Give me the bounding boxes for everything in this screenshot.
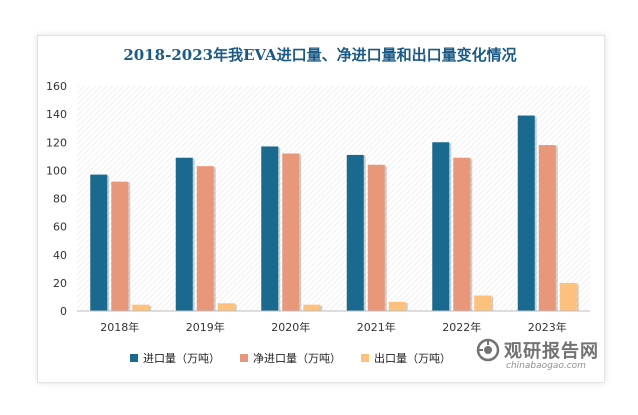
bar-s0-c5[interactable] <box>517 115 535 311</box>
legend-label-export: 出口量（万吨） <box>374 352 451 365</box>
bar-s2-c3[interactable] <box>388 301 406 311</box>
x-tick-label-1: 2019年 <box>186 320 225 334</box>
x-tick-label-0: 2018年 <box>100 320 139 334</box>
bar-s2-c0[interactable] <box>132 304 150 311</box>
y-tick-label-6: 120 <box>46 136 67 149</box>
bar-s0-c1[interactable] <box>175 157 193 311</box>
chart-title: 2018-2023年我EVA进口量、净进口量和出口量变化情况 <box>123 46 517 64</box>
y-tick-label-1: 20 <box>53 277 67 290</box>
y-tick-label-0: 0 <box>60 305 67 318</box>
legend-label-net-import: 净进口量（万吨） <box>253 352 341 365</box>
y-tick-label-8: 160 <box>46 80 67 93</box>
x-tick-label-2: 2020年 <box>271 320 310 334</box>
bar-s0-c4[interactable] <box>432 142 450 311</box>
bar-s1-c0[interactable] <box>111 181 129 311</box>
bar-s1-c5[interactable] <box>538 145 556 311</box>
bar-s2-c4[interactable] <box>474 295 492 311</box>
bar-s0-c3[interactable] <box>346 154 364 311</box>
x-tick-label-4: 2022年 <box>442 320 481 334</box>
legend-swatch-import <box>130 354 138 362</box>
y-tick-label-3: 60 <box>53 221 67 234</box>
y-tick-label-7: 140 <box>46 108 67 121</box>
plot-area <box>77 86 590 311</box>
legend-swatch-net-import <box>240 354 248 362</box>
y-axis: 0 20 40 60 80 100 120 140 160 <box>46 80 67 318</box>
bar-s1-c1[interactable] <box>196 166 214 311</box>
bar-s0-c0[interactable] <box>90 174 108 311</box>
y-tick-label-4: 80 <box>53 193 67 206</box>
watermark-main-text: 观研报告网 <box>504 341 599 362</box>
bar-s2-c2[interactable] <box>303 304 321 311</box>
x-tick-label-3: 2021年 <box>357 320 396 334</box>
x-axis: 2018年 2019年 2020年 2021年 2022年 2023年 <box>100 320 567 334</box>
bar-series <box>90 115 579 312</box>
x-tick-label-5: 2023年 <box>528 320 567 334</box>
legend: 进口量（万吨） 净进口量（万吨） 出口量（万吨） <box>130 350 570 366</box>
legend-item-import[interactable]: 进口量（万吨） <box>130 350 220 366</box>
bar-s2-c5[interactable] <box>559 282 577 311</box>
y-tick-label-5: 100 <box>46 164 67 177</box>
watermark-sub-text: chinabaogao.com <box>506 361 586 371</box>
watermark: 观研报告网 chinabaogao.com <box>476 334 606 380</box>
y-tick-label-2: 40 <box>53 249 67 262</box>
legend-item-export[interactable]: 出口量（万吨） <box>361 350 451 366</box>
legend-swatch-export <box>361 354 369 362</box>
bar-s1-c3[interactable] <box>367 164 385 311</box>
bar-s0-c2[interactable] <box>261 146 279 311</box>
guanyan-logo-icon <box>476 338 500 362</box>
legend-item-net-import[interactable]: 净进口量（万吨） <box>240 350 341 366</box>
legend-label-import: 进口量（万吨） <box>143 352 220 365</box>
bar-s1-c2[interactable] <box>282 153 300 312</box>
bar-s1-c4[interactable] <box>453 157 471 311</box>
bar-s2-c1[interactable] <box>217 303 235 311</box>
